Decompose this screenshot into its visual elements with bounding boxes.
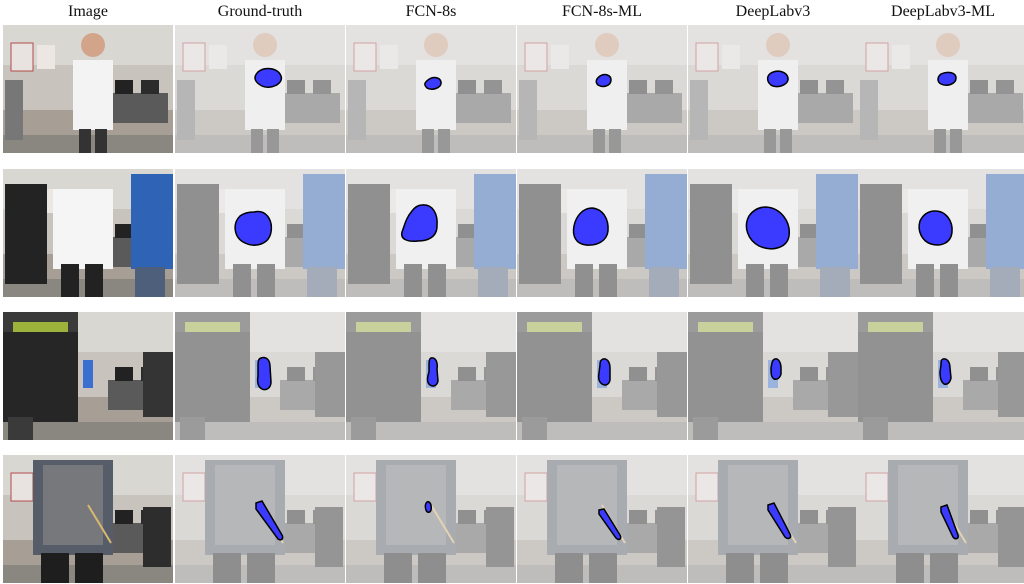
input-image [3,455,173,583]
segmentation-result-dl [688,169,858,297]
segmentation-result-dl [688,455,858,583]
mask-overlay [940,504,959,540]
predicted-mask [424,501,432,513]
column-header-ground-truth: Ground-truth [217,3,303,20]
segmentation-result-dlml [858,455,1024,583]
predicted-mask [939,358,952,385]
column-header-deeplabv3: DeepLabv3 [735,3,811,20]
predicted-mask [572,207,609,246]
input-image [3,25,173,153]
segmentation-result-dlml [858,312,1024,440]
column-header-image: Image [68,3,108,20]
mask-overlay [256,356,272,391]
mask-overlay [918,210,953,246]
segmentation-result-gt [175,312,345,440]
predicted-mask [255,500,284,541]
segmentation-result-dl [688,312,858,440]
predicted-mask [767,502,792,540]
column-header-deeplabv3-ml: DeepLabv3-ML [891,3,995,20]
column-header-fcn-8s: FCN-8s [405,3,457,20]
mask-overlay [937,71,957,86]
column-header-fcn-8s-ml: FCN-8s-ML [561,3,642,20]
predicted-mask [424,76,442,90]
mask-overlay [254,67,283,88]
input-image [3,312,173,440]
predicted-mask [770,358,782,380]
segmentation-result-dl [688,25,858,153]
segmentation-result-fcnml [517,169,687,297]
segmentation-result-fcn [346,312,516,440]
mask-overlay [426,357,439,387]
mask-overlay [572,207,609,246]
mask-overlay [766,70,789,88]
predicted-mask [598,508,622,541]
predicted-mask [254,67,283,88]
mask-overlay [234,210,273,246]
predicted-mask [940,504,959,540]
predicted-mask [400,204,438,242]
predicted-mask [597,358,611,386]
predicted-mask [256,356,272,391]
segmentation-result-dlml [858,169,1024,297]
predicted-mask [595,73,612,88]
segmentation-result-fcnml [517,312,687,440]
predicted-mask [426,357,439,387]
predicted-mask [745,206,790,250]
mask-overlay [424,76,442,90]
segmentation-result-fcnml [517,455,687,583]
input-image [3,169,173,297]
mask-overlay [598,508,622,541]
predicted-mask [766,70,789,88]
mask-overlay [424,501,432,513]
mask-overlay [770,358,782,380]
mask-overlay [255,500,284,541]
mask-overlay [400,204,438,242]
predicted-mask [234,210,273,246]
segmentation-result-gt [175,455,345,583]
segmentation-result-dlml [858,25,1024,153]
segmentation-result-fcnml [517,25,687,153]
mask-overlay [939,358,952,385]
mask-overlay [595,73,612,88]
segmentation-result-fcn [346,169,516,297]
segmentation-result-gt [175,25,345,153]
predicted-mask [937,71,957,86]
mask-overlay [745,206,790,250]
mask-overlay [767,502,792,540]
mask-overlay [597,358,611,386]
segmentation-result-fcn [346,25,516,153]
predicted-mask [918,210,953,246]
segmentation-result-gt [175,169,345,297]
segmentation-result-fcn [346,455,516,583]
